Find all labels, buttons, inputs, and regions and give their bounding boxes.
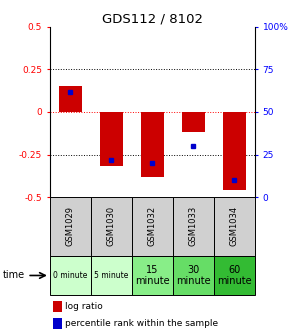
Text: 60
minute: 60 minute bbox=[217, 265, 252, 286]
Text: GSM1032: GSM1032 bbox=[148, 206, 157, 246]
Text: GSM1034: GSM1034 bbox=[230, 206, 239, 246]
Text: log ratio: log ratio bbox=[65, 302, 103, 311]
Text: 0 minute: 0 minute bbox=[53, 271, 88, 280]
Bar bbox=[214, 197, 255, 256]
Bar bbox=[53, 301, 62, 312]
Text: GSM1029: GSM1029 bbox=[66, 206, 75, 246]
Bar bbox=[182, 112, 205, 132]
Text: percentile rank within the sample: percentile rank within the sample bbox=[65, 319, 218, 328]
Bar bbox=[223, 112, 246, 190]
Bar bbox=[173, 197, 214, 256]
Bar bbox=[132, 256, 173, 295]
Bar bbox=[50, 197, 91, 256]
Bar bbox=[132, 197, 173, 256]
Bar bbox=[141, 112, 163, 177]
Bar bbox=[173, 256, 214, 295]
Bar bbox=[91, 197, 132, 256]
Title: GDS112 / 8102: GDS112 / 8102 bbox=[102, 13, 203, 26]
Bar bbox=[59, 86, 81, 112]
Bar bbox=[91, 256, 132, 295]
Text: 30
minute: 30 minute bbox=[176, 265, 211, 286]
Text: 15
minute: 15 minute bbox=[135, 265, 170, 286]
Bar bbox=[53, 318, 62, 329]
Text: time: time bbox=[3, 270, 25, 281]
Text: GSM1033: GSM1033 bbox=[189, 206, 198, 246]
Bar bbox=[50, 256, 91, 295]
Bar bbox=[214, 256, 255, 295]
Bar bbox=[100, 112, 123, 166]
Text: GSM1030: GSM1030 bbox=[107, 206, 116, 246]
Text: 5 minute: 5 minute bbox=[94, 271, 129, 280]
